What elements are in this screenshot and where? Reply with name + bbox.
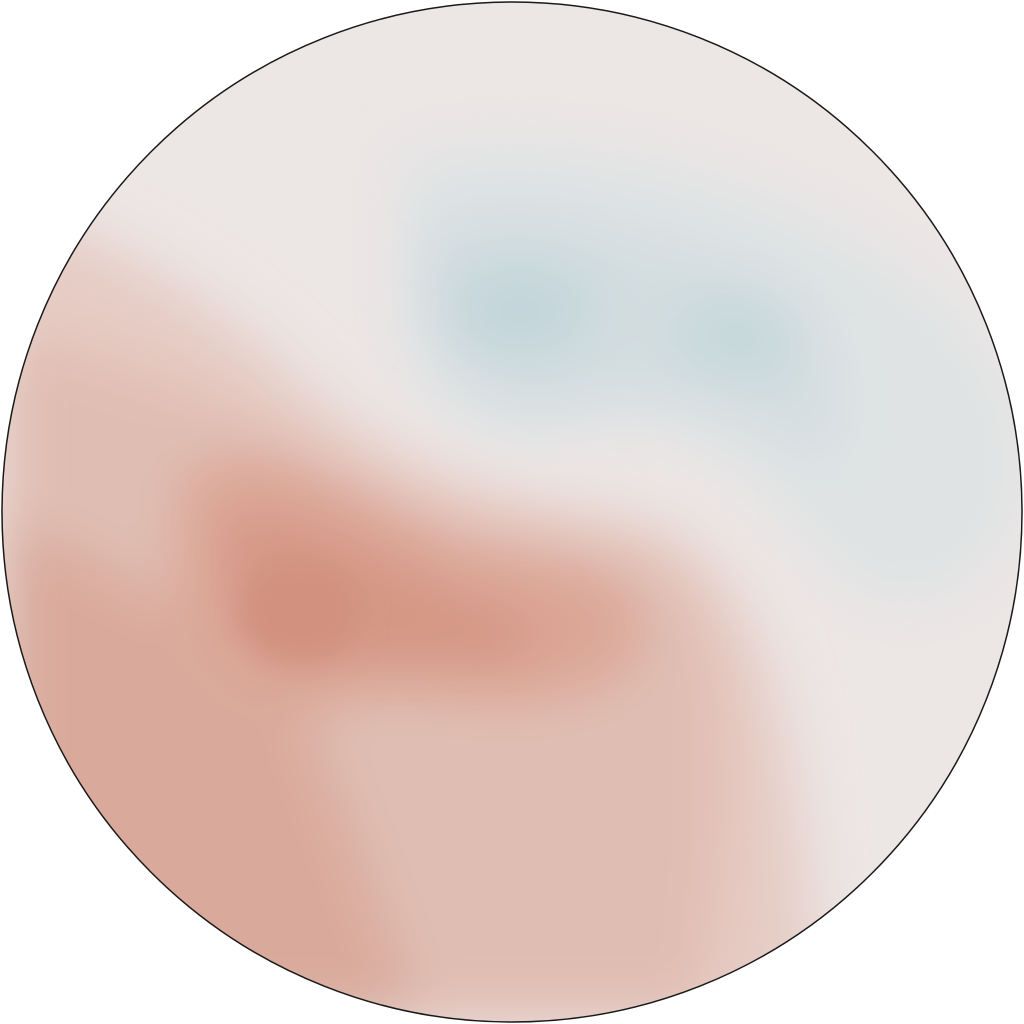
cool-region bbox=[400, 143, 1022, 602]
warm-region bbox=[2, 200, 820, 1022]
warm-core bbox=[240, 560, 360, 660]
